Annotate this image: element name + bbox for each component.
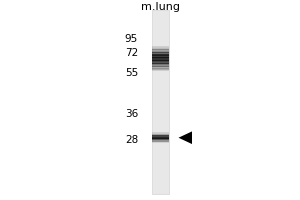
Bar <box>152 142 169 143</box>
Bar <box>152 53 169 54</box>
Bar <box>152 139 169 140</box>
Bar <box>152 51 169 52</box>
Text: m.lung: m.lung <box>141 2 180 12</box>
Bar <box>152 66 169 67</box>
Bar <box>152 52 169 53</box>
Bar <box>152 56 169 57</box>
Bar <box>152 134 169 135</box>
Bar <box>152 69 169 70</box>
Bar <box>152 63 169 64</box>
Bar <box>152 62 169 63</box>
Bar <box>152 67 169 68</box>
Bar <box>152 63 169 64</box>
Bar <box>152 141 169 142</box>
Bar <box>152 136 169 137</box>
Bar <box>152 54 169 55</box>
Bar <box>152 49 169 50</box>
Bar <box>152 66 169 67</box>
Bar <box>152 132 169 133</box>
Bar <box>152 57 169 58</box>
Bar <box>152 65 169 66</box>
Bar <box>152 59 169 60</box>
Bar <box>152 141 169 142</box>
Bar <box>152 137 169 138</box>
Bar <box>152 68 169 69</box>
Bar <box>152 70 169 71</box>
Bar <box>152 46 169 47</box>
Bar <box>152 138 169 139</box>
Bar <box>152 61 169 62</box>
Bar <box>152 60 169 61</box>
Bar <box>152 10 169 194</box>
Bar <box>152 135 169 136</box>
Bar <box>152 64 169 65</box>
Text: 55: 55 <box>125 68 138 78</box>
Bar <box>152 133 169 134</box>
Bar <box>152 57 169 58</box>
Bar <box>152 55 169 56</box>
Bar <box>152 69 169 70</box>
Bar <box>152 140 169 141</box>
Polygon shape <box>178 131 192 144</box>
Bar <box>152 132 169 133</box>
Text: 72: 72 <box>125 48 138 58</box>
Text: 95: 95 <box>125 34 138 44</box>
Bar <box>152 49 169 50</box>
Text: 28: 28 <box>125 135 138 145</box>
Bar <box>152 58 169 59</box>
Bar <box>152 48 169 49</box>
Text: 36: 36 <box>125 109 138 119</box>
Bar <box>152 52 169 53</box>
Bar <box>152 135 169 136</box>
Bar <box>152 138 169 139</box>
Bar <box>152 68 169 69</box>
Bar <box>152 50 169 51</box>
Bar <box>152 54 169 55</box>
Bar <box>152 47 169 48</box>
Bar <box>152 55 169 56</box>
Bar <box>152 60 169 61</box>
